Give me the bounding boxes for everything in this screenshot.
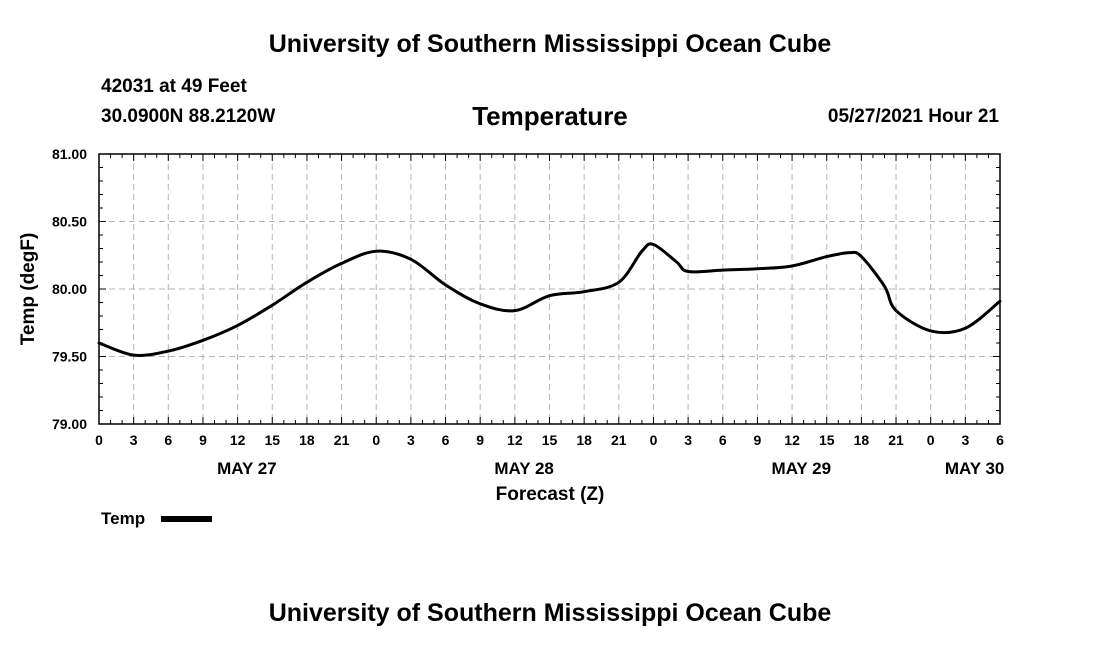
x-tick-label: 6 [719,432,727,448]
x-tick-label: 18 [854,432,870,448]
x-axis-label: Forecast (Z) [496,484,605,505]
x-tick-label: 0 [95,432,103,448]
y-axis-label: Temp (degF) [18,233,39,346]
x-tick-label: 12 [507,432,523,448]
x-tick-label: 21 [611,432,627,448]
x-tick-label: 6 [164,432,172,448]
y-tick-label: 81.00 [52,146,87,162]
x-tick-label: 12 [230,432,246,448]
y-tick-label: 80.00 [52,281,87,297]
x-tick-label: 21 [888,432,904,448]
x-day-label: MAY 28 [494,459,554,478]
plot-frame [98,153,1001,425]
x-tick-label: 3 [407,432,415,448]
x-tick-label: 9 [199,432,207,448]
x-tick-label: 9 [754,432,762,448]
x-tick-label: 18 [299,432,315,448]
x-tick-label: 3 [684,432,692,448]
x-tick-label: 9 [476,432,484,448]
footer-title: University of Southern Mississippi Ocean… [268,599,832,627]
x-day-label: MAY 29 [772,459,832,478]
x-day-label: MAY 27 [217,459,277,478]
page-title: University of Southern Mississippi Ocean… [268,30,832,58]
x-tick-label: 12 [784,432,800,448]
x-tick-label: 21 [334,432,350,448]
forecast-date-label: 05/27/2021 Hour 21 [827,106,999,127]
x-tick-label: 6 [996,432,1004,448]
x-tick-label: 0 [927,432,935,448]
x-tick-label: 15 [542,432,558,448]
station-label: 42031 at 49 Feet [101,76,247,97]
x-tick-label: 15 [264,432,280,448]
legend-swatch-temp [161,516,212,522]
series-line-temp [97,242,1002,357]
x-tick-label: 18 [576,432,592,448]
y-tick-label: 79.00 [52,416,87,432]
x-tick-label: 3 [961,432,969,448]
y-tick-label: 79.50 [52,349,87,365]
legend-label-temp: Temp [101,509,146,528]
x-tick-label: 0 [372,432,380,448]
x-tick-label: 15 [819,432,835,448]
coordinates-label: 30.0900N 88.2120W [101,106,276,127]
x-tick-label: 6 [442,432,450,448]
y-tick-label: 80.50 [52,214,87,230]
x-tick-label: 3 [130,432,138,448]
x-tick-label: 0 [650,432,658,448]
chart-title: Temperature [472,101,628,131]
x-day-label: MAY 30 [945,459,1005,478]
